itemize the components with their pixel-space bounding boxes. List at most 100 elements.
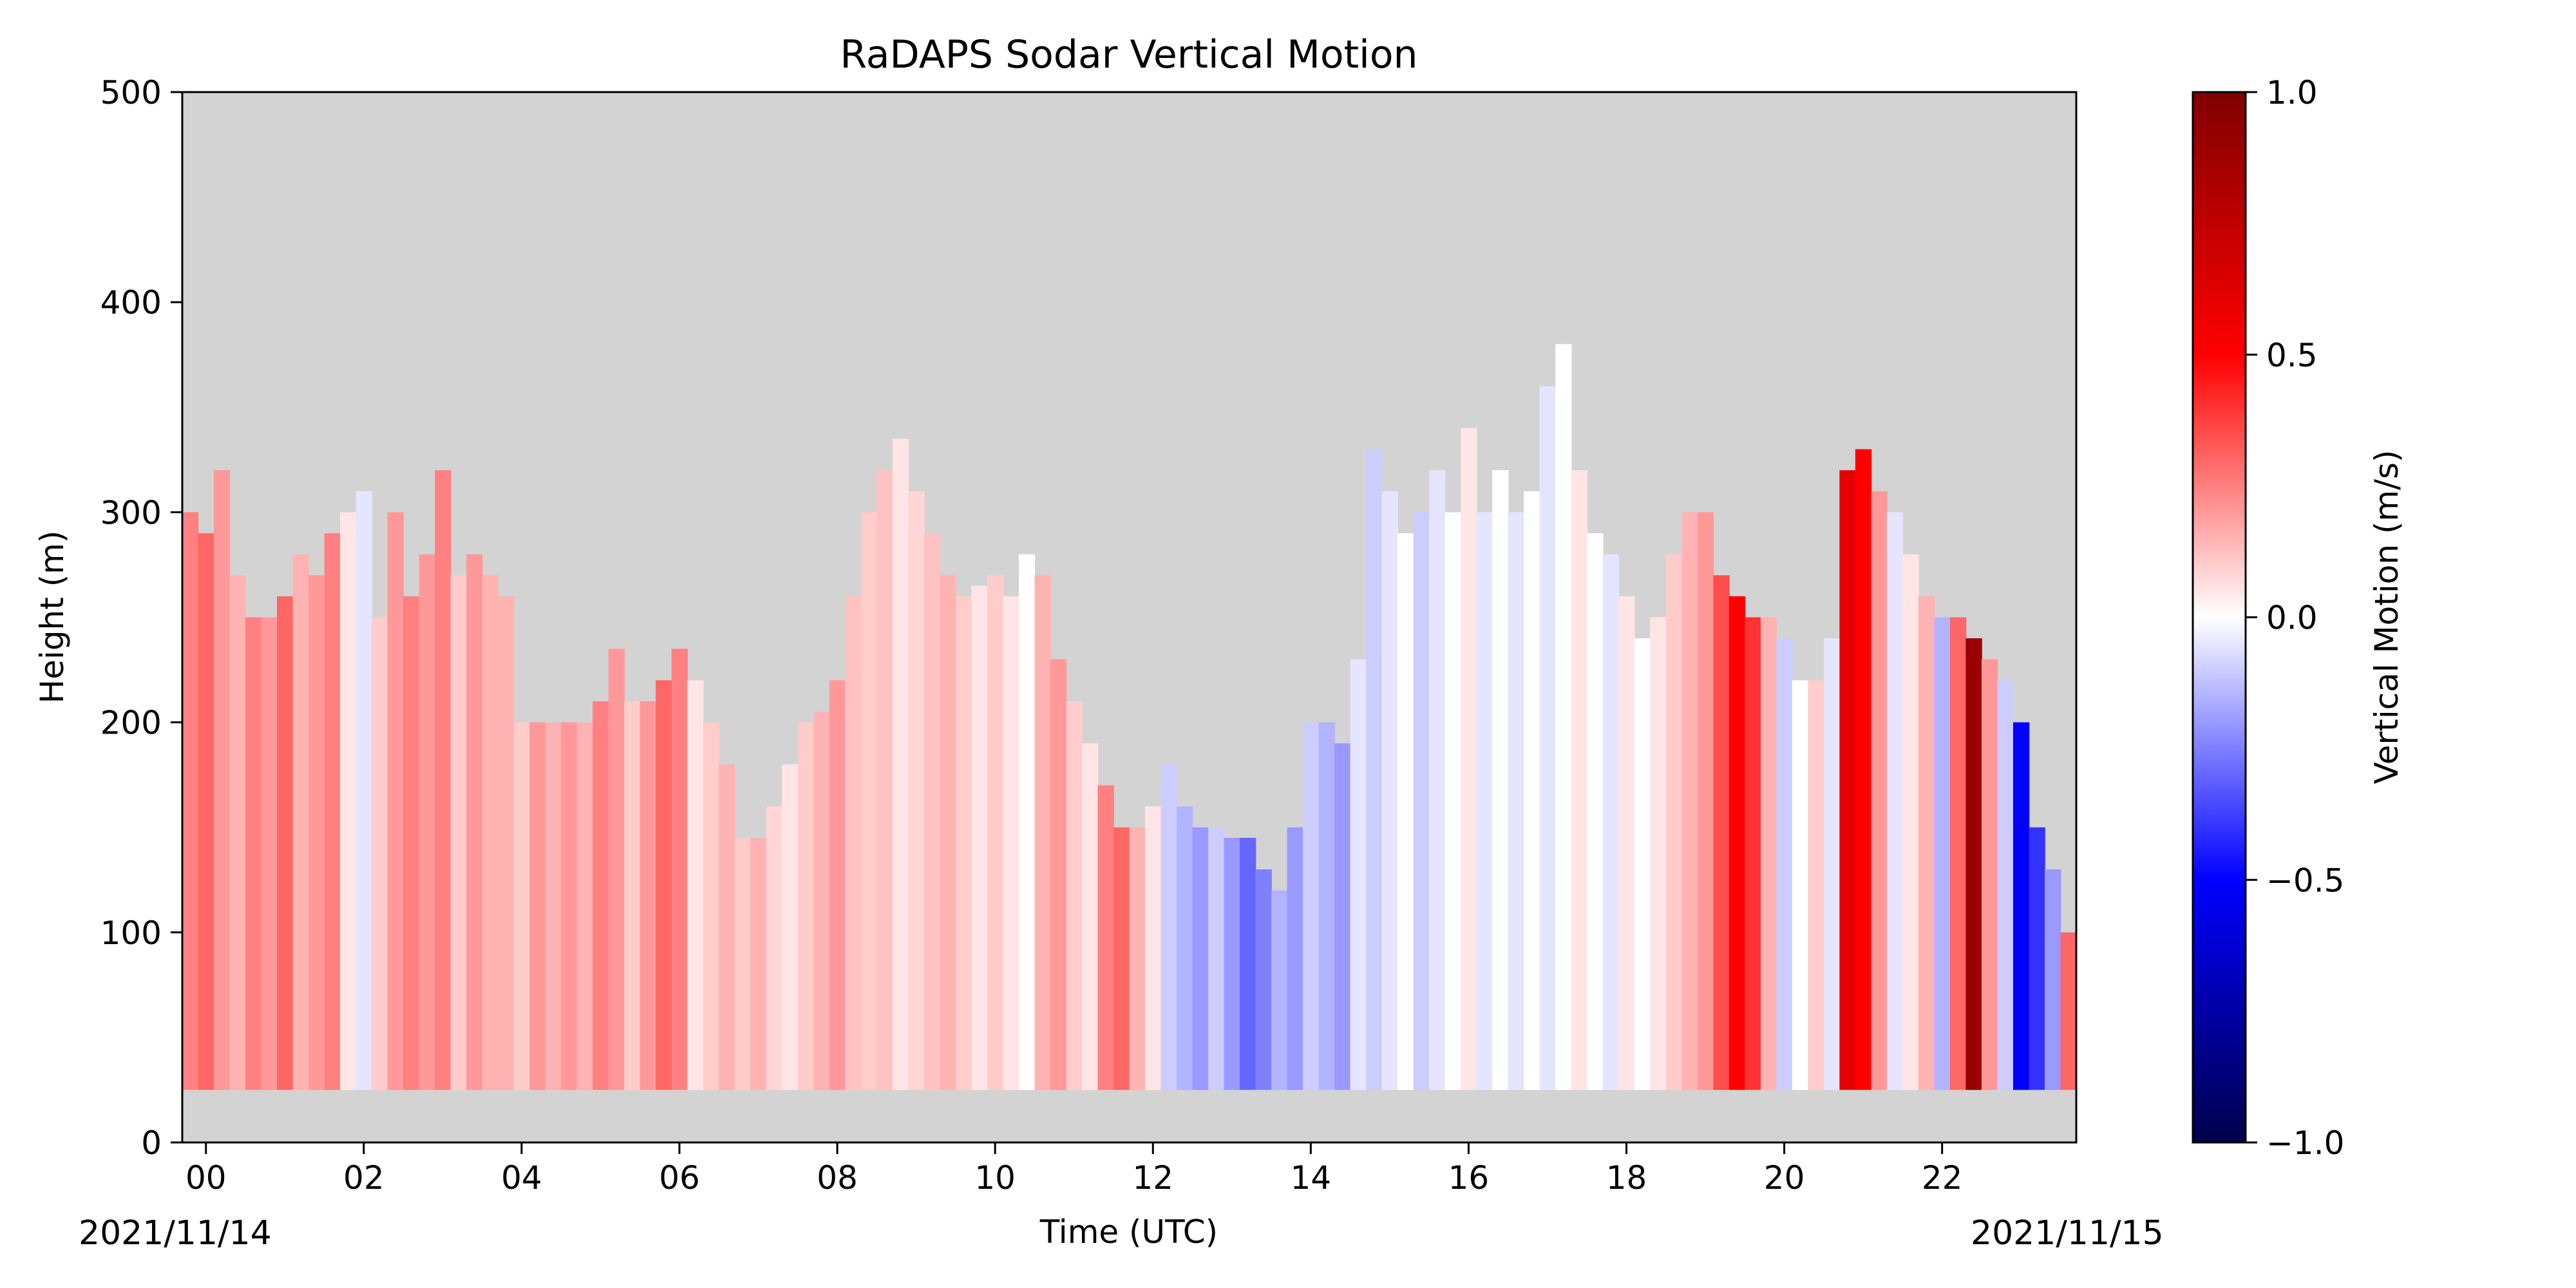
heatmap-cell [1397,533,1414,1090]
heatmap-cell [1697,512,1714,1090]
heatmap-cell [2471,828,2487,1090]
heatmap-cell [2550,828,2566,1090]
heatmap-cell [1097,785,1114,1090]
heatmap-cell [1287,827,1303,1090]
heatmap-cell [940,575,956,1090]
heatmap-cell [2060,932,2076,1090]
heatmap-cell [1665,554,1683,1090]
colorbar-tick-label: −1.0 [2266,1124,2344,1162]
heatmap-cell [1160,764,1177,1090]
heatmap-cell [1886,512,1904,1090]
heatmap-cell [687,680,704,1090]
y-tick-label: 200 [100,705,162,742]
heatmap-cell [813,712,830,1090]
heatmap-cell [482,575,498,1090]
heatmap-cell [1713,575,1730,1090]
x-tick-label: 14 [1291,1159,1332,1197]
heatmap-cell [1965,638,1982,1090]
heatmap-cell [1366,449,1383,1090]
colorbar-tick-label: 0.5 [2266,337,2318,374]
heatmap-cell [1318,722,1335,1090]
heatmap-cell [2503,828,2519,1090]
x-tick-label: 00 [185,1159,227,1197]
heatmap-cell [324,533,341,1090]
y-tick-label: 300 [100,494,162,531]
heatmap-cell [1681,512,1698,1090]
x-tick-label: 04 [501,1159,542,1197]
x-axis-ticks: 00 02 04 06 08 10 12 14 16 18 20 22 [185,1142,1963,1197]
heatmap-cell [671,649,688,1090]
heatmap-cell [1066,701,1083,1090]
heatmap-cell [829,680,846,1090]
heatmap-cell [1413,512,1430,1090]
colorbar [2192,91,2247,1144]
heatmap-cell [1224,838,1240,1090]
x-start-date-label: 2021/11/14 [79,1214,272,1253]
heatmap-cell [2124,723,2140,1090]
heatmap-cell [1113,827,1130,1090]
heatmap-cell [2044,869,2061,1090]
heatmap-cell [2439,828,2456,1090]
heatmap-cell [1634,638,1651,1090]
heatmap-cell [1429,470,1446,1090]
heatmap-cell [639,701,657,1090]
heatmap-cell [2376,828,2392,1090]
x-tick-label: 22 [1922,1159,1963,1197]
heatmap-cell [1618,596,1635,1090]
heatmap-cell [1034,575,1051,1090]
heatmap-cell [261,617,278,1090]
heatmap-cell [372,617,388,1090]
heatmap-cell [340,512,357,1090]
heatmap-cell [2423,828,2439,1090]
heatmap-cell [435,470,451,1090]
heatmap-cell [1650,617,1667,1090]
heatmap-cell [355,491,372,1090]
heatmap-cell [1240,838,1256,1090]
heatmap-cell [2029,827,2045,1090]
heatmap-cell [214,470,231,1090]
heatmap-cell [529,722,546,1090]
heatmap-cell [1539,386,1557,1090]
x-axis-label: Time (UTC) [1039,1213,1218,1251]
heatmap-cell [2518,828,2534,1090]
heatmap-cell [576,722,594,1090]
y-tick-label: 0 [141,1124,162,1162]
heatmap-cell [1508,512,1525,1090]
heatmap-cell [308,575,325,1090]
heatmap-cell [624,701,641,1090]
heatmap-cell [1760,617,1777,1090]
heatmap-cell [2282,764,2298,1090]
colorbar-tick-label: −0.5 [2266,862,2344,899]
heatmap-cell [1855,449,1872,1090]
heatmap-cell [2313,785,2329,1090]
heatmap-cell [277,596,294,1090]
heatmap-cell [876,470,893,1090]
heatmap-cell [1177,806,1193,1090]
heatmap-cell [1792,680,1809,1090]
heatmap-cell [1745,617,1761,1090]
heatmap-cell [1003,596,1019,1090]
heatmap-cell [1145,806,1162,1090]
heatmap-cells [182,344,2566,1090]
heatmap-cell [1808,680,1824,1090]
y-tick-label: 500 [100,74,162,111]
x-tick-label: 16 [1448,1159,1490,1197]
heatmap-cell [292,554,309,1090]
heatmap-cell [592,701,609,1090]
colorbar-tick-label: 0.0 [2266,600,2318,637]
heatmap-cell [608,649,625,1090]
heatmap-cell [845,596,862,1090]
heatmap-cell [513,722,530,1090]
heatmap-cell [2345,817,2361,1090]
y-tick-label: 100 [100,914,162,952]
heatmap-cell [2360,828,2376,1090]
heatmap-cell [860,512,878,1090]
heatmap-cell [2266,743,2282,1090]
heatmap-cell [1334,743,1351,1090]
heatmap-cell [892,439,909,1090]
heatmap-cell [466,554,483,1090]
heatmap-cell [2297,775,2313,1090]
heatmap-cell [1381,491,1398,1090]
heatmap-cell [1255,869,1272,1090]
